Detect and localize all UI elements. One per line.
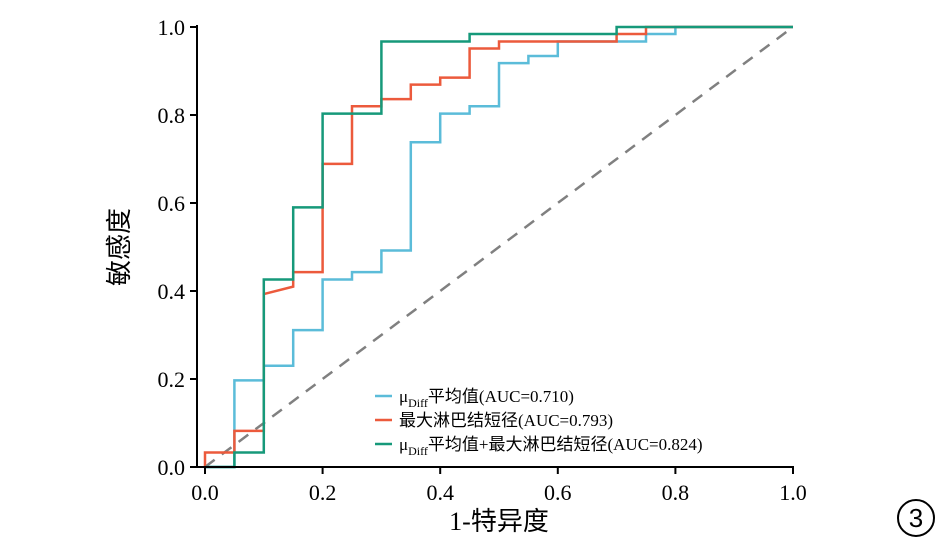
panel-label-text: 3: [909, 503, 923, 533]
y-tick-label: 0.8: [158, 103, 186, 128]
y-tick-label: 0.4: [158, 279, 186, 304]
legend: μDiff平均值(AUC=0.710)最大淋巴结短径(AUC=0.793)μDi…: [375, 387, 703, 458]
panel-label: 3: [897, 499, 935, 537]
legend-text: 最大淋巴结短径(AUC=0.793): [399, 411, 613, 430]
panel-label-circle: [897, 499, 935, 537]
legend-text: 平均值+最大淋巴结短径(AUC=0.824): [428, 435, 703, 454]
legend-label-0: μDiff平均值(AUC=0.710): [399, 387, 574, 410]
legend-mu: μ: [399, 435, 408, 454]
y-tick-label: 1.0: [158, 15, 186, 40]
legend-mu: μ: [399, 387, 408, 406]
legend-text: 平均值(AUC=0.710): [428, 387, 574, 406]
x-tick-label: 0.0: [191, 480, 219, 505]
x-tick-label: 0.2: [309, 480, 337, 505]
y-tick-label: 0.6: [158, 191, 186, 216]
x-tick-label: 0.6: [544, 480, 572, 505]
y-tick-label: 0.0: [158, 455, 186, 480]
x-tick-label: 0.8: [662, 480, 690, 505]
y-axis-label: 敏感度: [105, 208, 134, 286]
legend-label-2: μDiff平均值+最大淋巴结短径(AUC=0.824): [399, 435, 703, 458]
legend-sub: Diff: [408, 444, 428, 458]
x-tick-label: 1.0: [779, 480, 807, 505]
roc-curve-series-2: [205, 25, 793, 469]
x-tick-label: 0.4: [426, 480, 454, 505]
x-axis-label: 1-特异度: [449, 507, 549, 536]
legend-sub: Diff: [408, 396, 428, 410]
reference-diagonal-line: [204, 25, 794, 469]
legend-label-1: 最大淋巴结短径(AUC=0.793): [399, 411, 613, 430]
y-tick-label: 0.2: [158, 367, 186, 392]
